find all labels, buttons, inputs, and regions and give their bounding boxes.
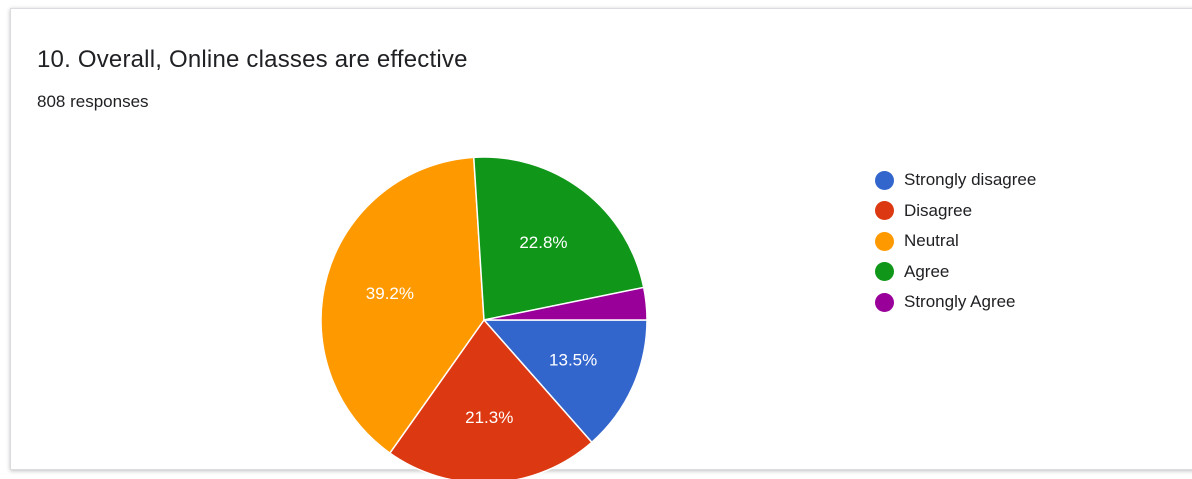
legend-swatch-icon	[875, 231, 894, 251]
legend-label: Strongly disagree	[904, 170, 1037, 190]
pie-slice-strongly-disagree[interactable]	[482, 319, 648, 444]
slice-label-neutral: 39.2%	[366, 284, 414, 303]
legend-item-agree[interactable]: Agree	[875, 257, 1036, 288]
pie-slice-disagree[interactable]	[388, 318, 593, 479]
legend-item-strongly-agree[interactable]: Strongly Agree	[875, 287, 1036, 318]
legend-swatch-icon	[875, 262, 894, 282]
legend-label: Agree	[904, 261, 950, 281]
pie-slice-neutral[interactable]	[320, 156, 485, 455]
legend-label: Neutral	[904, 231, 959, 251]
pie-slice-strongly-agree[interactable]	[483, 286, 648, 321]
response-count: 808 responses	[37, 92, 149, 111]
legend-swatch-icon	[875, 170, 894, 190]
legend-label: Strongly Agree	[904, 292, 1016, 312]
legend-item-strongly-disagree[interactable]: Strongly disagree	[875, 165, 1036, 196]
legend-label: Disagree	[904, 200, 973, 220]
chart-title: 10. Overall, Online classes are effectiv…	[37, 46, 468, 73]
legend-item-disagree[interactable]: Disagree	[875, 196, 1036, 227]
legend-swatch-icon	[875, 292, 894, 312]
slice-label-strongly-disagree: 13.5%	[549, 351, 597, 370]
pie-slice-agree[interactable]	[472, 156, 645, 321]
chart-legend: Strongly disagree Disagree Neutral Agree Str…	[875, 165, 1036, 318]
slice-label-agree: 22.8%	[519, 233, 567, 252]
legend-swatch-icon	[875, 201, 894, 221]
slice-label-disagree: 21.3%	[465, 408, 513, 427]
legend-item-neutral[interactable]: Neutral	[875, 226, 1036, 257]
